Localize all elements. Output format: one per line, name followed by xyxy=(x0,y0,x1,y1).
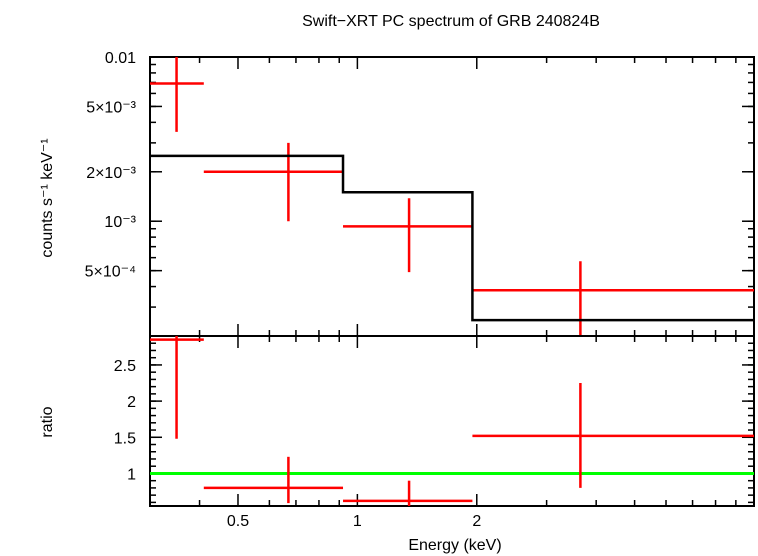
model-step-line xyxy=(150,154,754,322)
x-tick-label: 2 xyxy=(472,513,481,530)
x-tick-label: 0.5 xyxy=(227,513,249,530)
chart-title: Swift−XRT PC spectrum of GRB 240824B xyxy=(302,13,600,30)
y-tick-label: 1.5 xyxy=(114,430,136,447)
ratio-frame xyxy=(149,335,755,507)
y-tick-label: 1 xyxy=(127,466,136,483)
spectrum-y-axis-label: counts s⁻¹ keV⁻¹ xyxy=(39,138,56,257)
y-tick-label: 2×10⁻³ xyxy=(86,165,136,182)
x-tick-label: 1 xyxy=(353,513,362,530)
ratio-y-axis-label: ratio xyxy=(39,406,56,437)
y-tick-label: 2.5 xyxy=(114,358,136,375)
y-tick-label: 5×10⁻⁴ xyxy=(85,264,136,281)
y-tick-label: 2 xyxy=(127,394,136,411)
spectrum-frame xyxy=(149,56,755,337)
ratio-panel: 1 1.5 2 2.5 0.5 1 2 xyxy=(114,335,755,530)
y-tick-label: 5×10⁻³ xyxy=(86,99,136,116)
spectrum-panel: 0.01 5×10⁻³ 2×10⁻³ 10⁻³ 5×10⁻⁴ xyxy=(85,50,755,337)
x-axis-label: Energy (keV) xyxy=(408,537,501,554)
y-tick-label: 0.01 xyxy=(105,50,136,67)
y-tick-label: 10⁻³ xyxy=(104,214,136,231)
